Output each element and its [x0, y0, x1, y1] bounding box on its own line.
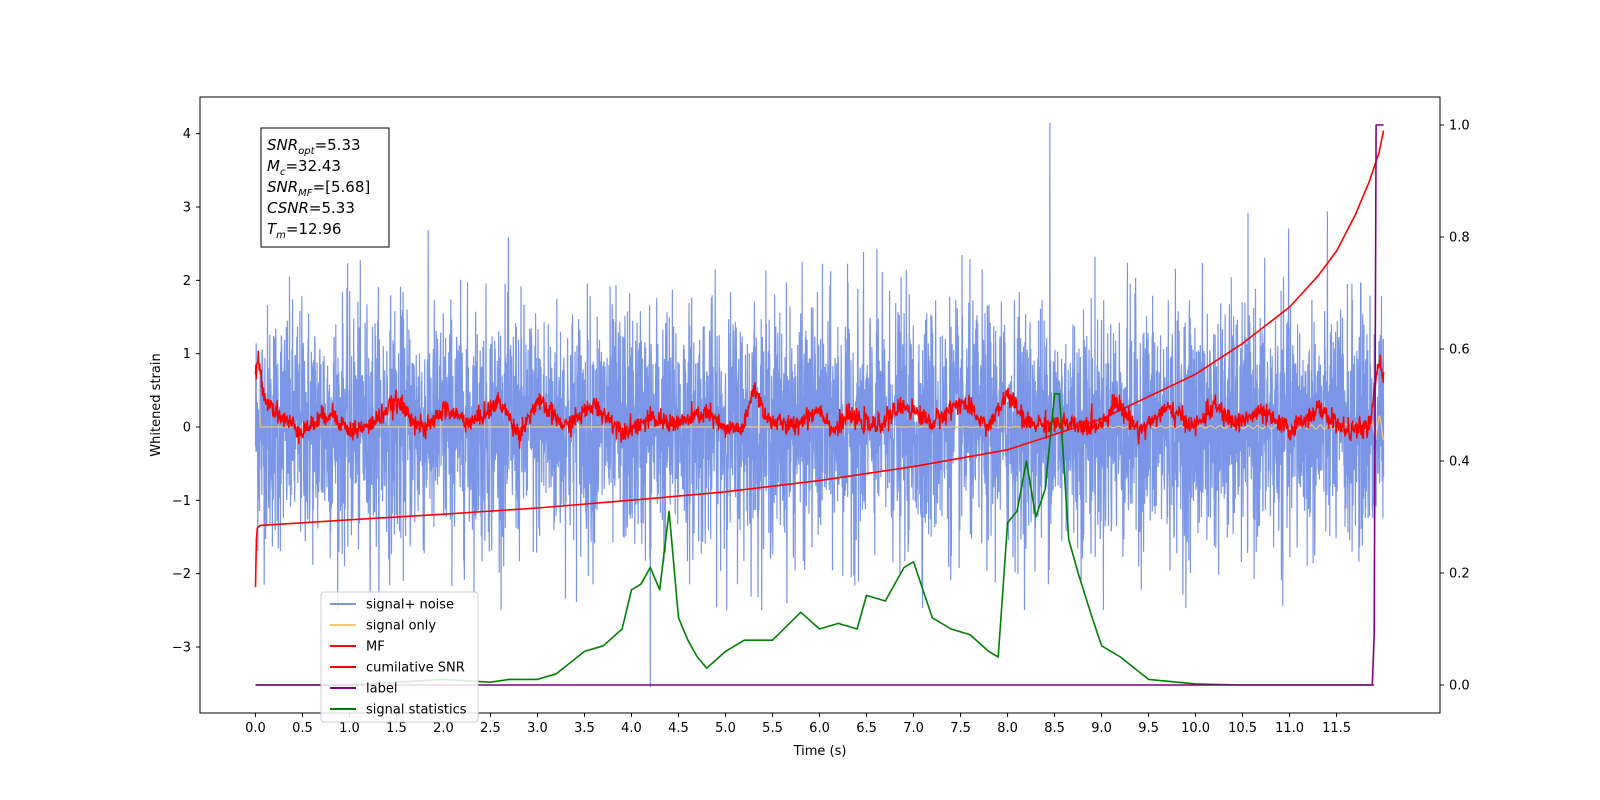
- legend: signal+ noise signal only MF cumilative SNR…: [320, 591, 479, 723]
- y-tick-label-left: −1: [172, 494, 191, 509]
- y-tick-label-right: 1.0: [1449, 119, 1470, 134]
- x-tick-label: 9.5: [1138, 721, 1159, 736]
- series-signal-noise: [254, 122, 1385, 688]
- series-cumilative-snr: [254, 130, 1385, 588]
- x-tick-label: 10.5: [1228, 721, 1257, 736]
- x-axis-label: Time (s): [793, 744, 847, 759]
- plot-area: [199, 96, 1441, 714]
- y-tick-label-left: 2: [183, 274, 191, 289]
- legend-label-mf: MF: [366, 640, 385, 655]
- y-tick-label-left: −2: [172, 567, 191, 582]
- series-signal-statistics: [255, 393, 1375, 686]
- y-tick-label-right: 0.4: [1449, 455, 1470, 470]
- y-axis-label-left: Whitened strain: [149, 353, 164, 456]
- y-tick-label-left: 1: [183, 347, 191, 362]
- legend-label-signal-noise: signal+ noise: [366, 598, 454, 613]
- x-tick-label: 9.0: [1091, 721, 1112, 736]
- y-tick-label-left: 3: [183, 201, 191, 216]
- series-label: [255, 124, 1384, 686]
- info-line: CSNR=5.33: [267, 199, 355, 217]
- y-tick-label-left: −3: [172, 641, 191, 656]
- x-tick-label: 8.0: [997, 721, 1018, 736]
- x-tick-label: 1.0: [339, 721, 360, 736]
- info-line: SNRopt=5.33: [267, 136, 361, 157]
- x-tick-label: 7.5: [950, 721, 971, 736]
- info-line: Tm=12.96: [267, 220, 341, 241]
- x-tick-label: 8.5: [1044, 721, 1065, 736]
- x-tick-label: 0.5: [292, 721, 313, 736]
- x-tick-label: 0.0: [245, 721, 266, 736]
- info-box: SNRopt=5.33Mc=32.43SNRMF=[5.68]CSNR=5.33…: [260, 127, 390, 248]
- y-axis-right: 0.0 0.2 0.4 0.6 0.8 1.0: [1440, 119, 1470, 694]
- y-tick-label-left: 0: [183, 421, 191, 436]
- y-axis-left: −3 −2 −1 0 1 2 3 4: [172, 127, 200, 656]
- info-box-frame: [260, 127, 390, 248]
- legend-label-cumilative-snr: cumilative SNR: [366, 661, 465, 676]
- info-line: Mc=32.43: [267, 157, 341, 178]
- x-tick-label: 3.5: [574, 721, 595, 736]
- series-mf: [254, 350, 1385, 449]
- x-tick-label: 3.0: [527, 721, 548, 736]
- x-tick-label: 11.0: [1275, 721, 1304, 736]
- y-tick-label-right: 0.2: [1449, 567, 1470, 582]
- x-tick-label: 6.5: [856, 721, 877, 736]
- x-tick-label: 10.0: [1181, 721, 1210, 736]
- legend-frame: [320, 591, 479, 723]
- x-axis: 0.0 0.5 1.0 1.5 2.0 2.5 3.0 3.5 4.0 4.5 5.0 5.5 6.0 6…: [245, 713, 1351, 736]
- legend-label-signal-only: signal only: [366, 619, 436, 634]
- x-tick-label: 6.0: [809, 721, 830, 736]
- x-tick-label: 2.5: [480, 721, 501, 736]
- legend-label-signal-statistics: signal statistics: [366, 703, 467, 718]
- y-tick-label-right: 0.0: [1449, 679, 1470, 694]
- x-tick-label: 5.5: [762, 721, 783, 736]
- x-tick-label: 1.5: [386, 721, 407, 736]
- y-tick-label-right: 0.6: [1449, 343, 1470, 358]
- legend-label-label: label: [366, 682, 397, 697]
- x-tick-label: 11.5: [1322, 721, 1351, 736]
- y-tick-label-right: 0.8: [1449, 231, 1470, 246]
- x-tick-label: 4.5: [668, 721, 689, 736]
- x-tick-label: 5.0: [715, 721, 736, 736]
- info-line: SNRMF=[5.68]: [267, 178, 370, 199]
- y-tick-label-left: 4: [183, 127, 191, 142]
- x-tick-label: 7.0: [903, 721, 924, 736]
- x-tick-label: 2.0: [433, 721, 454, 736]
- x-tick-label: 4.0: [621, 721, 642, 736]
